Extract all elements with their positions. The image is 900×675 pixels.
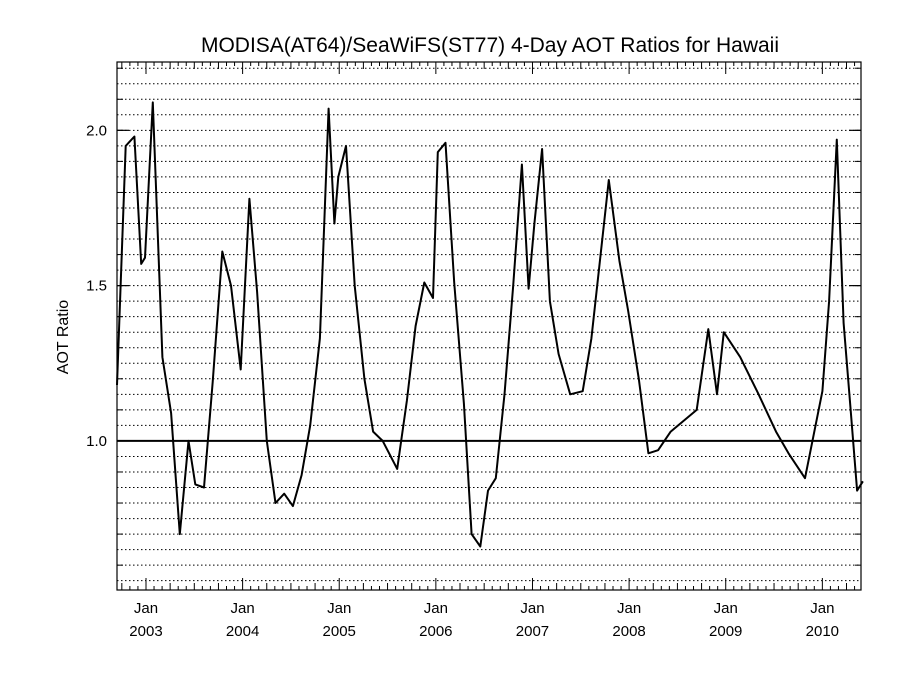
plot-frame [116, 61, 862, 591]
x-tick-month-label: Jan [327, 600, 351, 617]
x-tick-year-label: 2005 [323, 623, 356, 640]
x-axis: Jan 2003 Jan 2004 Jan 2005 Jan 2006 Jan 2007 Jan 20… [121, 62, 856, 640]
x-tick-year-label: 2008 [612, 623, 645, 640]
x-tick-year-label: 2010 [806, 623, 839, 640]
series-line [116, 101, 864, 548]
x-tick-month-label: Jan [714, 600, 738, 617]
x-tick-month-label: Jan [231, 600, 255, 617]
x-tick-month-label: Jan [134, 600, 158, 617]
x-tick-year-label: 2003 [129, 623, 162, 640]
x-tick-month-label: Jan [810, 600, 834, 617]
x-tick-year-label: 2009 [709, 623, 742, 640]
x-tick-month-label: Jan [617, 600, 641, 617]
y-tick-label: 1.5 [86, 278, 107, 295]
y-tick-label: 2.0 [86, 122, 107, 139]
y-axis-label: AOT Ratio [55, 300, 72, 375]
x-tick-year-label: 2006 [419, 623, 452, 640]
x-tick-year-label: 2007 [516, 623, 549, 640]
x-tick-year-label: 2004 [226, 623, 259, 640]
chart-title: MODISA(AT64)/SeaWiFS(ST77) 4-Day AOT Rat… [201, 34, 779, 57]
grid-lines [117, 67, 861, 582]
x-tick-month-label: Jan [520, 600, 544, 617]
y-tick-label: 1.0 [86, 433, 107, 450]
y-axis: 1.0 1.5 2.0 [86, 67, 861, 566]
x-tick-month-label: Jan [424, 600, 448, 617]
